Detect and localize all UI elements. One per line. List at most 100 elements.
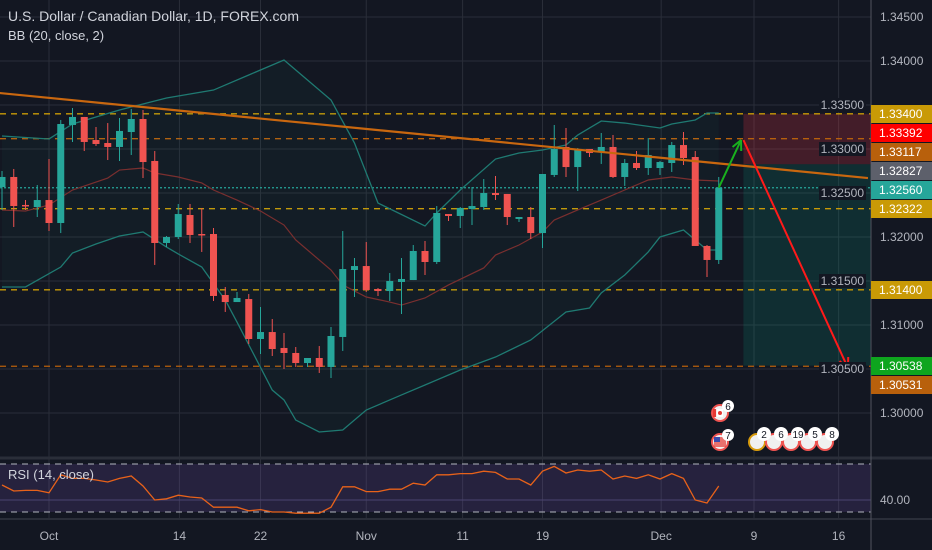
candle-up bbox=[57, 124, 65, 224]
candle-up bbox=[327, 336, 335, 367]
candle-up bbox=[398, 278, 405, 282]
arrow-line bbox=[742, 139, 849, 369]
bb-lower-line bbox=[2, 229, 719, 433]
candle-down bbox=[421, 250, 429, 262]
flag-canton bbox=[714, 437, 720, 442]
event-count-badge bbox=[722, 400, 734, 412]
flag-stripe bbox=[713, 409, 716, 417]
candle-down bbox=[562, 146, 570, 168]
rsi-line bbox=[1, 465, 720, 514]
price-tick-label: 1.31500 bbox=[818, 274, 866, 288]
economic-events[interactable]: 67 2 6 19 5 8 bbox=[711, 400, 839, 451]
time-label: 16 bbox=[831, 529, 846, 543]
candle-down bbox=[292, 352, 300, 364]
price-label: 1.33392 bbox=[871, 123, 932, 142]
candle-down bbox=[315, 358, 323, 367]
candle-up bbox=[621, 162, 629, 177]
price-label: 1.32560 bbox=[871, 180, 932, 199]
drawings[interactable] bbox=[0, 91, 869, 369]
price-tick-label: 1.31000 bbox=[880, 318, 924, 332]
candle-down bbox=[45, 200, 53, 224]
bb-fill bbox=[2, 60, 719, 433]
event-count-badge bbox=[825, 427, 839, 441]
rsi-band-fill bbox=[0, 464, 871, 512]
candle-up bbox=[468, 206, 476, 210]
candle-down bbox=[680, 145, 687, 158]
price-label: 1.33400 bbox=[871, 104, 932, 123]
chart-title: U.S. Dollar / Canadian Dollar, 1D, FOREX… bbox=[8, 8, 299, 24]
candle-up bbox=[539, 173, 546, 234]
candle-down bbox=[22, 204, 29, 207]
price-label: 1.32322 bbox=[871, 199, 932, 218]
candle-down bbox=[221, 294, 229, 303]
candle-down bbox=[10, 176, 18, 207]
grid bbox=[0, 0, 871, 520]
candle-down bbox=[633, 162, 640, 169]
candle-up bbox=[127, 118, 135, 133]
event-count: 8 bbox=[829, 430, 835, 441]
event-count: 7 bbox=[725, 431, 731, 442]
candle-up bbox=[33, 200, 41, 207]
candle-down bbox=[609, 146, 617, 177]
event-count: 5 bbox=[812, 430, 818, 441]
candle-down bbox=[80, 116, 88, 142]
rsi-axis-label: 40.00 bbox=[880, 493, 911, 507]
candle-up bbox=[456, 207, 464, 216]
candle-up bbox=[433, 212, 441, 262]
candle-up bbox=[163, 237, 170, 243]
price-tick-label: 1.34500 bbox=[880, 10, 924, 24]
price-tick-label: 1.33500 bbox=[818, 98, 866, 112]
time-label: 11 bbox=[456, 529, 469, 543]
price-label: 1.32827 bbox=[871, 161, 932, 180]
event-count: 2 bbox=[761, 430, 767, 441]
candle-down bbox=[139, 118, 147, 163]
rsi-legend[interactable]: RSI (14, close) bbox=[8, 467, 94, 482]
trend-line bbox=[0, 91, 869, 180]
event-count: 19 bbox=[792, 430, 804, 441]
candle-up bbox=[656, 162, 664, 169]
candle-down bbox=[104, 143, 112, 147]
candle-down bbox=[445, 214, 452, 216]
candle-up bbox=[715, 187, 723, 260]
time-label: 9 bbox=[750, 529, 758, 543]
candle-up bbox=[386, 281, 394, 292]
candle-up bbox=[550, 149, 558, 175]
candle-down bbox=[210, 234, 217, 296]
bollinger-bands bbox=[1, 59, 719, 433]
candle-up bbox=[0, 176, 6, 188]
price-label: 1.31400 bbox=[871, 280, 932, 299]
candle-up bbox=[409, 250, 417, 281]
time-label: Dec bbox=[650, 529, 672, 543]
time-label: Oct bbox=[39, 529, 59, 543]
maple-leaf-icon bbox=[718, 411, 722, 415]
candle-up bbox=[574, 149, 582, 168]
candle-down bbox=[198, 234, 206, 236]
candle-up bbox=[597, 146, 605, 152]
candle-up bbox=[116, 130, 123, 147]
candle-down bbox=[186, 215, 194, 235]
candle-down bbox=[691, 157, 699, 246]
price-tick-label: 1.30500 bbox=[818, 362, 866, 376]
candle-down bbox=[362, 266, 370, 290]
candle-down bbox=[151, 160, 159, 243]
time-label: Nov bbox=[355, 529, 377, 543]
candle-up bbox=[515, 217, 523, 219]
bb-legend[interactable]: BB (20, close, 2) bbox=[8, 28, 105, 43]
candle-up bbox=[480, 193, 488, 207]
price-tick-label: 1.32000 bbox=[880, 230, 924, 244]
candle-down bbox=[527, 217, 535, 234]
event-count: 6 bbox=[778, 430, 784, 441]
candle-up bbox=[304, 358, 311, 364]
candle-down bbox=[492, 193, 499, 196]
time-label: 22 bbox=[253, 529, 268, 543]
event-count-badge bbox=[808, 427, 822, 441]
candle-down bbox=[503, 193, 511, 218]
candle-up bbox=[339, 269, 347, 337]
arrow-line bbox=[717, 139, 742, 189]
candle-down bbox=[374, 289, 382, 292]
candle-up bbox=[69, 116, 76, 125]
price-tick-label: 1.30000 bbox=[880, 406, 924, 420]
price-label: 1.30531 bbox=[871, 375, 932, 394]
candle-up bbox=[351, 266, 358, 270]
